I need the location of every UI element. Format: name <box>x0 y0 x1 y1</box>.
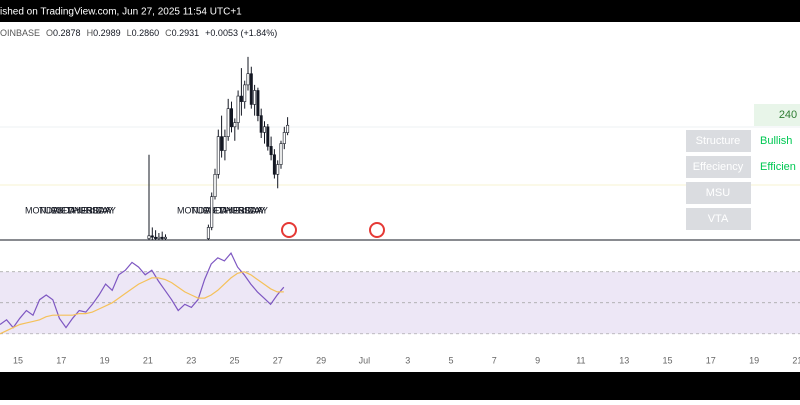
candle-body <box>246 73 250 86</box>
panel-cell <box>686 182 751 204</box>
panel-top: 240 <box>779 109 797 121</box>
x-tick-label: 21 <box>143 355 153 365</box>
candle-body <box>213 174 217 197</box>
day-label: MONDAY <box>25 205 64 215</box>
candles <box>147 56 290 240</box>
panel-cell <box>754 104 800 126</box>
day-label: THURSDAY <box>67 205 116 215</box>
info-table: 240 Structure Bullish Effeciency Efficien MSU… <box>686 104 800 230</box>
candle-body <box>249 73 253 105</box>
x-tick-label: 25 <box>229 355 239 365</box>
legend-symbol: OINBASE <box>0 28 40 38</box>
candle-body <box>206 227 210 239</box>
event-icon[interactable] <box>281 222 297 238</box>
panel-label: VTA <box>708 213 729 225</box>
candle-body <box>164 236 168 239</box>
candle-body <box>226 108 230 137</box>
legend-change: +0.0053 (+1.84%) <box>205 28 277 38</box>
x-tick-label: 21 <box>792 355 800 365</box>
x-tick-label: 15 <box>662 355 672 365</box>
panel-label: Structure <box>696 135 741 147</box>
candle-body <box>286 124 290 133</box>
x-tick-label: 3 <box>405 355 410 365</box>
candle-body <box>160 236 164 239</box>
panel-value: Efficien <box>760 161 796 173</box>
candle-body <box>239 95 243 102</box>
legend-c_label: C <box>165 28 172 38</box>
ohlc-legend: OINBASE O0.2878 H0.2989 L0.2860 C0.2931 +0.00… <box>0 28 277 38</box>
day-label: MONDAY <box>177 205 216 215</box>
candle-body <box>220 136 224 151</box>
candle-body <box>150 235 154 238</box>
candle-body <box>154 236 158 239</box>
x-tick-label: 15 <box>13 355 23 365</box>
x-tick-label: 13 <box>619 355 629 365</box>
legend-low: 0.2860 <box>132 28 160 38</box>
candle-body <box>223 136 227 151</box>
candle-body <box>269 146 273 156</box>
candle-body <box>276 164 280 175</box>
candle-body <box>236 95 240 123</box>
candle-body <box>266 126 270 147</box>
x-tick-label: Jul <box>359 355 371 365</box>
day-label: WEDNESDAY <box>53 205 110 215</box>
candle-body <box>253 90 257 105</box>
panel-value: Bullish <box>760 135 792 147</box>
event-icon[interactable] <box>369 222 385 238</box>
x-tick-label: 11 <box>576 355 585 365</box>
x-tick-label: 19 <box>749 355 759 365</box>
x-tick-label: 5 <box>448 355 453 365</box>
candle-body <box>233 122 237 128</box>
day-label: TUESDAY <box>39 205 81 215</box>
legend-close: 0.2931 <box>172 28 200 38</box>
x-tick-label: 17 <box>706 355 716 365</box>
panel-cell <box>686 130 751 152</box>
panel-cell <box>686 208 751 230</box>
legend-high: 0.2989 <box>93 28 121 38</box>
x-tick-label: 23 <box>186 355 196 365</box>
candle-body <box>147 235 151 239</box>
day-label: WEDNESDAY <box>205 205 262 215</box>
candle-body <box>157 236 161 239</box>
legend-h_label: H <box>87 28 94 38</box>
x-tick-label: 27 <box>273 355 283 365</box>
top-bar <box>0 0 800 22</box>
candle-body <box>216 136 220 175</box>
day-label: THURSDAY <box>219 205 268 215</box>
candle-body <box>279 143 283 165</box>
panel-label: Effeciency <box>693 161 744 173</box>
day-label: FRIDAY <box>233 205 265 215</box>
header-title: ished on TradingView.com, Jun 27, 2025 1… <box>0 7 242 18</box>
panel-cell <box>686 156 751 178</box>
legend-open: 0.2878 <box>53 28 81 38</box>
x-tick-label: 9 <box>535 355 540 365</box>
legend-l_label: L <box>127 28 132 38</box>
rsi-line <box>0 252 285 329</box>
candle-body <box>230 108 234 128</box>
candle-body <box>256 90 260 116</box>
bottom-bar <box>0 372 800 400</box>
candle-body <box>259 115 263 133</box>
panel-label: MSU <box>706 187 731 199</box>
candle-body <box>272 154 276 175</box>
legend-text: OINBASE O0.2878 H0.2989 L0.2860 C0.2931 +0.00… <box>0 28 277 38</box>
candle-body <box>262 126 266 133</box>
x-tick-label: 19 <box>100 355 110 365</box>
rsi-line <box>0 271 284 335</box>
x-tick-label: 7 <box>492 355 497 365</box>
x-tick-label: 29 <box>316 355 326 365</box>
x-tick-label: 17 <box>56 355 66 365</box>
candle-body <box>210 196 214 228</box>
day-label: FRIDAY <box>81 205 113 215</box>
candle-body <box>243 84 247 102</box>
candle-body <box>282 132 286 144</box>
legend-o_label: O <box>46 28 53 38</box>
